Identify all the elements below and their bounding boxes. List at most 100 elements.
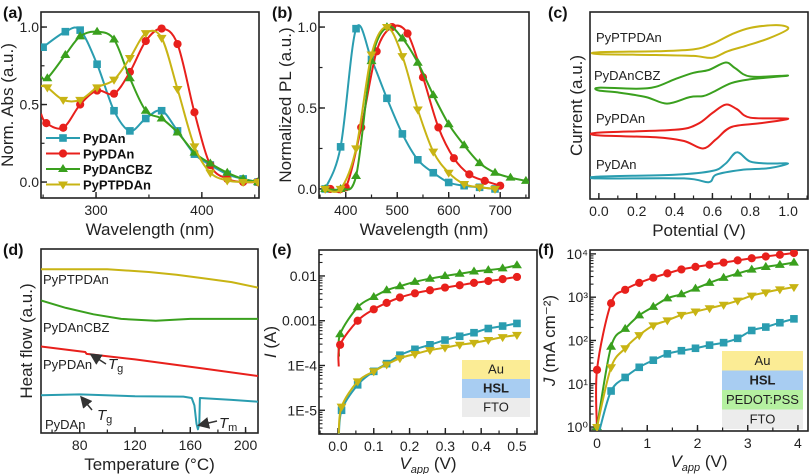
data-point [369,305,378,314]
data-point [398,130,407,138]
data-point [424,347,435,356]
layer-label: FTO [750,412,776,427]
data-point [336,143,345,151]
panel-label: (b) [272,5,292,22]
data-point [662,317,673,326]
data-point [592,423,603,431]
y-tick-label: 0.5 [298,100,318,116]
layer-label: Au [488,362,504,377]
data-point [238,178,249,188]
x-axis-title: Wavelength (nm) [360,220,489,239]
series-line [594,61,790,105]
layer-label: FTO [483,400,509,415]
axis-unit: (mA cm⁻²) [540,295,559,378]
plot-area [590,24,790,184]
x-tick-label: 0.8 [741,203,761,219]
series-pypdan [41,345,258,377]
data-point [353,316,362,325]
data-point [252,178,259,188]
series-pyptpdan [336,331,522,434]
series-line [41,393,258,431]
data-point [336,403,347,412]
y-axis-title: Normalized PL (a.u.) [276,27,295,182]
data-point [606,341,617,350]
data-point [397,33,408,42]
data-point [394,355,405,364]
legend-entry-pydan: PyDAn [46,131,126,146]
data-point [126,127,134,135]
data-point [381,361,392,370]
x-tick-label: 0.2 [400,438,420,454]
x-tick-label: 700 [488,202,512,218]
data-point [366,51,377,60]
y-tick-label: 0.0 [298,181,318,197]
data-point [412,106,423,115]
data-point [788,284,799,293]
plot-area [41,268,258,431]
data-point [704,305,715,314]
data-point [465,170,474,179]
series-label-pypdan: PyPDAn [43,357,92,372]
y-tick-label: 10³ [568,289,589,305]
data-point [429,168,438,177]
panel-d: 80 120 160 200 Temperature (°C) Heat flow (a.… [3,242,259,474]
data-point [505,172,516,181]
data-point [93,60,101,69]
data-point [732,268,743,277]
x-tick-label: 0.1 [364,438,384,454]
data-point [483,336,494,346]
data-point [484,324,493,333]
x-tick-label: 0.0 [328,438,348,454]
data-point [746,264,757,273]
data-point [663,350,672,358]
data-point [440,283,450,292]
data-point [762,323,770,331]
data-point [444,178,453,187]
x-tick-label: 200 [234,437,258,453]
data-point [352,378,363,387]
series-pydan [590,151,790,184]
data-point [110,106,118,115]
x-tick-label: 0.4 [471,438,491,454]
series-pydancbz [335,260,522,357]
layer-hsl: HSL [722,370,803,390]
layer-label: HSL [750,373,776,388]
data-point [455,281,464,290]
series-line [41,26,259,183]
arrow-icon [80,395,93,411]
layer-pedotpss: PEDOT:PSS [722,390,803,410]
series-label-pyptpdan: PyPTPDAn [43,272,109,287]
data-point [396,351,404,359]
x-tick-label: 600 [437,202,461,218]
series-line [594,252,795,431]
x-tick-label: 4 [794,435,802,451]
legend-label: PyDAnCBZ [83,162,152,177]
data-point [409,351,420,360]
data-point [775,250,784,259]
y-tick-label: 0.001 [282,313,317,329]
annotation-label: Tg [97,407,112,426]
data-point [141,114,150,123]
data-point [480,176,489,185]
layer-fto: FTO [462,398,530,417]
data-point [592,365,602,374]
data-point [677,346,686,355]
data-point [395,293,404,302]
series-line [590,24,790,59]
y-tick-label: 10⁴ [566,246,588,262]
data-point [512,272,522,282]
legend-entry-pypdan: PyPDAn [46,147,134,162]
data-point [691,344,700,353]
series-pydancbz [592,257,799,431]
data-point [428,148,439,157]
data-point [76,26,84,34]
data-point [414,155,422,164]
y-tick-label: 1E-4 [287,357,317,373]
x-tick-label: 80 [72,437,88,453]
y-axis-title: J (mA cm⁻²) [540,295,559,387]
axis-unit: (V) [429,454,456,473]
data-point [704,277,715,286]
series-pyptpdan [41,29,259,188]
data-point [109,76,119,85]
layer-box [462,398,530,417]
